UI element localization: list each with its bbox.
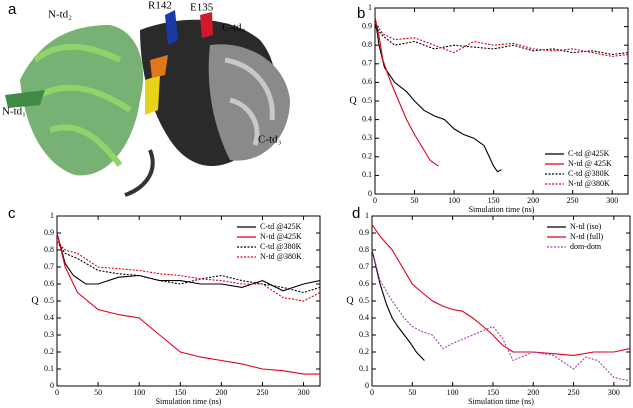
legend-label: dom-dom xyxy=(570,242,602,251)
x-axis-label: Simulation time (ns) xyxy=(469,205,535,214)
y-tick-label: 0.3 xyxy=(44,330,54,339)
x-tick-label: 100 xyxy=(448,196,460,205)
data-line xyxy=(371,224,631,356)
legend-label: N-td (full) xyxy=(570,232,603,241)
y-tick-label: 0.4 xyxy=(359,313,369,322)
legend-label: N-td @380K xyxy=(260,252,302,261)
x-tick-label: 300 xyxy=(606,196,618,205)
x-tick-label: 50 xyxy=(411,196,419,205)
data-line xyxy=(374,17,439,167)
y-axis-label: Q xyxy=(346,295,354,306)
data-line xyxy=(374,17,502,173)
data-line xyxy=(371,249,425,361)
y-tick-label: 0.5 xyxy=(362,96,372,105)
legend-label: N-td @425K xyxy=(260,232,302,241)
y-tick-label: 0.6 xyxy=(362,77,372,86)
x-tick-label: 0 xyxy=(55,388,59,397)
y-tick-label: 0.4 xyxy=(362,114,372,123)
y-tick-label: 0.5 xyxy=(359,296,369,305)
data-line xyxy=(371,249,631,382)
x-tick-label: 250 xyxy=(256,388,268,397)
y-tick-label: 0.2 xyxy=(362,152,372,161)
legend-label: C-td @380K xyxy=(260,242,302,251)
y-tick-label: 0 xyxy=(368,189,372,198)
legend-label: N-td @380K xyxy=(568,179,610,188)
y-tick-label: 0.1 xyxy=(44,364,54,373)
data-line xyxy=(56,232,320,375)
y-tick-label: 0.2 xyxy=(359,347,369,356)
y-tick-label: 0.7 xyxy=(359,262,369,271)
y-tick-label: 0.1 xyxy=(359,364,369,373)
data-line xyxy=(56,241,321,294)
x-tick-label: 150 xyxy=(487,388,499,397)
x-tick-label: 300 xyxy=(298,388,310,397)
y-tick-label: 0.7 xyxy=(362,59,372,68)
x-tick-label: 0 xyxy=(370,388,374,397)
annotation: R142 xyxy=(148,0,172,12)
y-tick-label: 0.8 xyxy=(44,245,54,254)
y-tick-label: 1 xyxy=(50,211,54,220)
x-tick-label: 100 xyxy=(447,388,459,397)
x-tick-label: 150 xyxy=(488,196,500,205)
y-tick-label: 0.3 xyxy=(362,133,372,142)
panel-label: a xyxy=(8,1,17,18)
y-axis-label: Q xyxy=(349,95,357,106)
y-tick-label: 0.5 xyxy=(44,296,54,305)
x-tick-label: 250 xyxy=(567,196,579,205)
data-line xyxy=(374,26,629,56)
y-tick-label: 0.2 xyxy=(44,347,54,356)
y-tick-label: 0.9 xyxy=(359,228,369,237)
x-tick-label: 200 xyxy=(527,388,539,397)
panel-label: d xyxy=(352,205,360,222)
y-tick-label: 0 xyxy=(365,381,369,390)
legend-label: C-td @380K xyxy=(568,169,610,178)
x-axis-label: Simulation time (ns) xyxy=(156,397,222,406)
panel-label: c xyxy=(8,205,16,222)
data-line xyxy=(56,241,321,302)
legend-label: N-td @ 425K xyxy=(568,159,612,168)
x-axis-label: Simulation time (ns) xyxy=(468,397,534,406)
annotation: C-td₄ xyxy=(222,22,246,34)
y-tick-label: 0.9 xyxy=(362,21,372,30)
y-tick-label: 0.6 xyxy=(359,279,369,288)
panel-label: b xyxy=(357,5,365,22)
y-tick-label: 0.8 xyxy=(362,40,372,49)
legend-box xyxy=(542,148,624,190)
protein-structure xyxy=(5,10,290,197)
legend-label: N-td (iso) xyxy=(570,222,602,231)
y-tick-label: 0 xyxy=(50,381,54,390)
y-tick-label: 0.6 xyxy=(44,279,54,288)
x-tick-label: 250 xyxy=(568,388,580,397)
annotation: N-td₁ xyxy=(2,106,26,118)
annotation: E135 xyxy=(190,2,214,14)
annotation: C-td₃ xyxy=(258,134,282,146)
legend-label: C-td @425K xyxy=(568,149,610,158)
y-tick-label: 0.8 xyxy=(359,245,369,254)
legend-box xyxy=(234,221,316,263)
x-tick-label: 200 xyxy=(527,196,539,205)
x-tick-label: 200 xyxy=(215,388,227,397)
y-tick-label: 0.4 xyxy=(44,313,54,322)
x-tick-label: 50 xyxy=(408,388,416,397)
annotation: N-td₂ xyxy=(48,9,72,21)
y-tick-label: 0.9 xyxy=(44,228,54,237)
x-tick-label: 300 xyxy=(608,388,620,397)
x-tick-label: 50 xyxy=(94,388,102,397)
x-tick-label: 0 xyxy=(373,196,377,205)
legend-label: C-td @425K xyxy=(260,222,302,231)
x-tick-label: 150 xyxy=(174,388,186,397)
y-axis-label: Q xyxy=(31,295,39,306)
y-tick-label: 1 xyxy=(368,3,372,12)
data-line xyxy=(374,22,629,57)
y-tick-label: 1 xyxy=(365,211,369,220)
y-tick-label: 0.7 xyxy=(44,262,54,271)
y-tick-label: 0.3 xyxy=(359,330,369,339)
y-tick-label: 0.1 xyxy=(362,170,372,179)
x-tick-label: 100 xyxy=(133,388,145,397)
